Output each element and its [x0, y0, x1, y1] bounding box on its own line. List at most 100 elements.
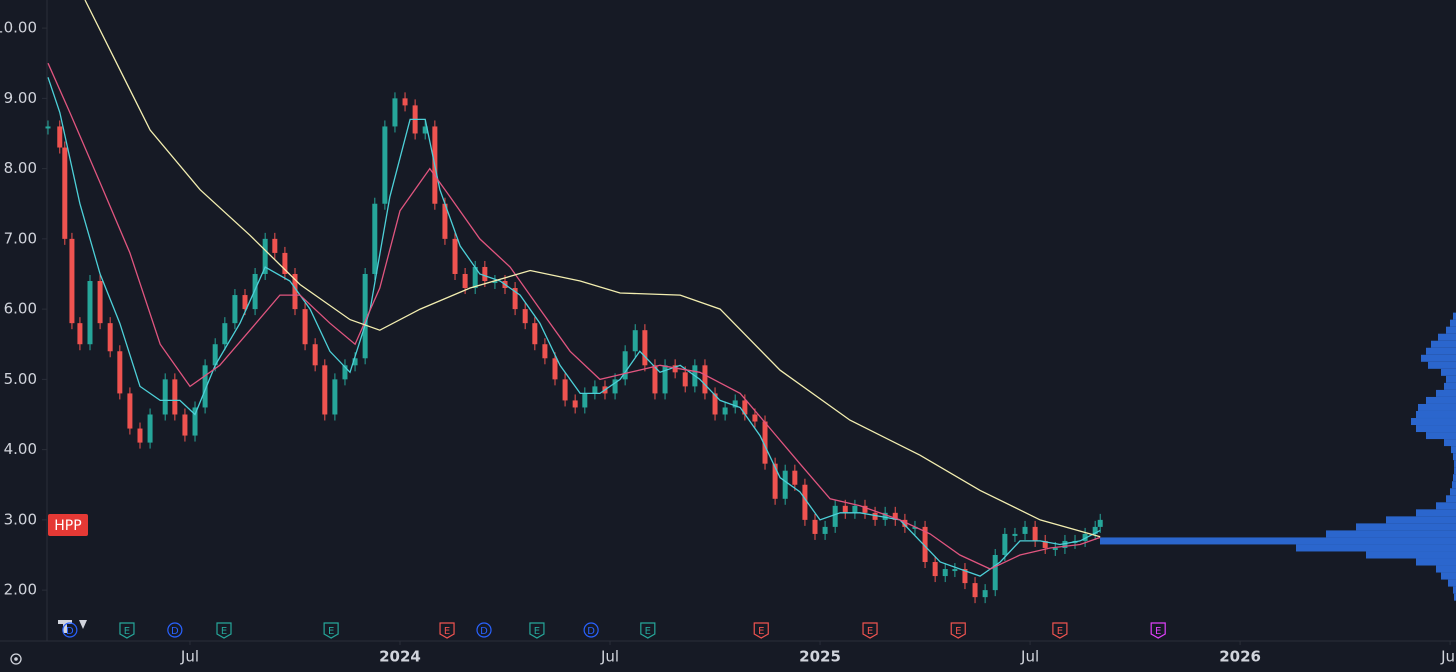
price-bar — [822, 526, 828, 534]
price-bar — [182, 414, 188, 436]
volume-profile-bar — [1326, 530, 1456, 538]
symbol-badge — [48, 514, 88, 536]
price-bar — [282, 252, 288, 274]
price-bar — [572, 400, 578, 408]
y-tick-label: 3.00 — [4, 510, 37, 528]
volume-profile-bar — [1428, 361, 1456, 369]
price-bar — [782, 470, 788, 499]
volume-profile-bar — [1454, 460, 1456, 468]
event-marker — [62, 622, 78, 638]
volume-profile-bar — [1444, 382, 1456, 390]
volume-profile-bar — [1452, 481, 1456, 489]
price-bar — [422, 126, 428, 134]
price-bar — [772, 463, 778, 499]
event-marker — [640, 622, 656, 639]
volume-profile-bar — [1446, 375, 1456, 383]
event-label: D — [171, 626, 179, 637]
price-bar — [562, 379, 568, 401]
price-bar — [612, 379, 618, 394]
price-bar — [962, 569, 968, 584]
volume-profile-bar — [1426, 347, 1456, 355]
x-tick-label: Jul — [180, 648, 199, 666]
price-bar — [952, 569, 958, 572]
volume-profile-bar — [1366, 551, 1456, 559]
price-bar — [242, 295, 248, 310]
event-marker — [862, 622, 878, 639]
price-bar — [732, 400, 738, 408]
volume-profile-bar — [1436, 502, 1456, 510]
volume-profile-bar — [1450, 319, 1456, 327]
price-bar — [702, 365, 708, 394]
price-bar — [212, 344, 218, 366]
price-bar — [352, 358, 358, 366]
volume-profile-bar — [1411, 418, 1456, 426]
price-bar — [532, 323, 538, 345]
event-marker — [167, 622, 183, 638]
price-bar — [842, 505, 848, 513]
price-bar — [802, 484, 808, 520]
price-bar — [332, 379, 338, 415]
volume-profile-bar — [1416, 509, 1456, 517]
price-bar — [892, 512, 898, 520]
price-bar — [912, 526, 918, 529]
price-bar — [1082, 533, 1088, 541]
volume-profile-bar — [1453, 312, 1456, 320]
price-bar — [622, 351, 628, 380]
volume-profile-bar — [1100, 537, 1456, 545]
plot-area — [42, 0, 1456, 645]
volume-profile-bar — [1421, 354, 1456, 362]
symbol-label: HPP — [54, 518, 81, 534]
price-bar — [162, 379, 168, 415]
price-bar — [522, 309, 528, 324]
price-bar — [222, 323, 228, 345]
price-bar — [902, 519, 908, 527]
price-bar — [202, 365, 208, 408]
volume-profile-bar — [1356, 523, 1456, 531]
price-bar — [982, 590, 988, 598]
price-bar — [107, 323, 113, 352]
event-marker — [583, 622, 599, 638]
price-bar — [392, 98, 398, 127]
event-marker — [216, 622, 232, 639]
event-marker — [950, 622, 966, 639]
volume-profile-bar — [1418, 403, 1456, 411]
price-bar — [77, 323, 83, 345]
price-bar — [1092, 526, 1098, 534]
moving-average — [47, 77, 1101, 577]
event-label: E — [867, 626, 873, 637]
price-bar — [852, 505, 858, 513]
price-bar — [1032, 526, 1038, 541]
volume-profile-bar — [1416, 410, 1456, 418]
y-tick-label: 4.00 — [4, 440, 37, 458]
price-bar — [45, 126, 51, 129]
price-bar — [862, 505, 868, 513]
event-label: D — [480, 626, 488, 637]
y-tick-label: 5.00 — [4, 370, 37, 388]
price-bar — [492, 281, 498, 284]
price-bar — [922, 526, 928, 563]
price-bar — [712, 393, 718, 415]
price-bar — [137, 428, 143, 443]
price-bar — [792, 470, 798, 485]
price-bar — [1042, 540, 1048, 548]
volume-profile-bar — [1446, 326, 1456, 334]
x-tick-label: 2026 — [1219, 648, 1261, 666]
price-bar — [117, 351, 123, 394]
price-bar — [652, 365, 658, 394]
volume-profile-bar — [1453, 586, 1456, 594]
settings-icon[interactable] — [10, 653, 22, 665]
price-bar — [972, 583, 978, 598]
event-label: E — [1155, 626, 1161, 637]
price-bar — [882, 512, 888, 520]
event-label: E — [645, 626, 651, 637]
price-bar — [382, 126, 388, 204]
price-bar — [552, 358, 558, 380]
price-bar — [362, 273, 368, 359]
volume-profile-bar — [1450, 488, 1456, 496]
volume-profile-bar — [1453, 474, 1456, 482]
price-bar — [582, 393, 588, 408]
event-marker — [529, 622, 545, 639]
volume-profile-bar — [1436, 565, 1456, 573]
price-bar — [402, 98, 408, 106]
